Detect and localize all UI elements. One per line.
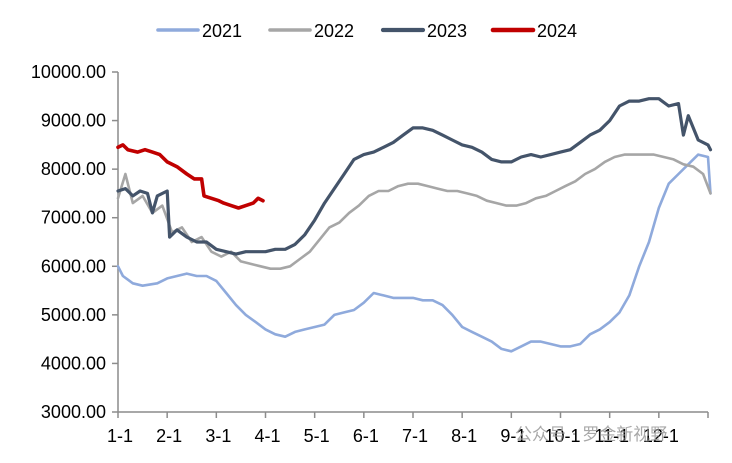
series-line-2024: [116, 143, 265, 210]
watermark: 公众号 · 罗金新视野: [515, 425, 667, 445]
legend-label-2024: 2024: [537, 21, 577, 41]
x-tick-label: 12-1: [643, 426, 679, 446]
series-layer: [116, 97, 713, 353]
x-tick-label: 10-1: [544, 426, 580, 446]
x-tick-label: 4-1: [254, 426, 280, 446]
legend-label-2021: 2021: [202, 21, 242, 41]
x-tick-label: 5-1: [304, 426, 330, 446]
x-tick-label: 9-1: [500, 426, 526, 446]
series-line-2023: [116, 97, 713, 256]
legend: 2021 2022 2023 2024: [156, 21, 577, 41]
series-line-2022: [116, 153, 712, 270]
watermark-text: 公众号 · 罗金新视野: [515, 425, 667, 445]
y-tick-label: 4000.00: [41, 353, 106, 373]
legend-label-2023: 2023: [427, 21, 467, 41]
y-tick-label: 6000.00: [41, 256, 106, 276]
axes: 3000.00 4000.00 5000.00 6000.00 7000.00 8000.…: [31, 62, 709, 446]
x-tick-label: 1-1: [107, 426, 133, 446]
series-line-2021: [116, 153, 712, 353]
x-tick-label: 3-1: [205, 426, 231, 446]
y-tick-label: 3000.00: [41, 402, 106, 422]
x-tick-label: 6-1: [353, 426, 379, 446]
y-tick-label: 9000.00: [41, 111, 106, 131]
legend-label-2022: 2022: [314, 21, 354, 41]
x-tick-label: 2-1: [156, 426, 182, 446]
x-tick-label: 8-1: [451, 426, 477, 446]
x-tick-label: 7-1: [402, 426, 428, 446]
x-tick-label: 11-1: [594, 426, 629, 446]
y-tick-label: 5000.00: [41, 305, 106, 325]
y-tick-label: 7000.00: [41, 208, 106, 228]
y-tick-label: 8000.00: [41, 159, 106, 179]
y-tick-label: 10000.00: [31, 62, 106, 82]
